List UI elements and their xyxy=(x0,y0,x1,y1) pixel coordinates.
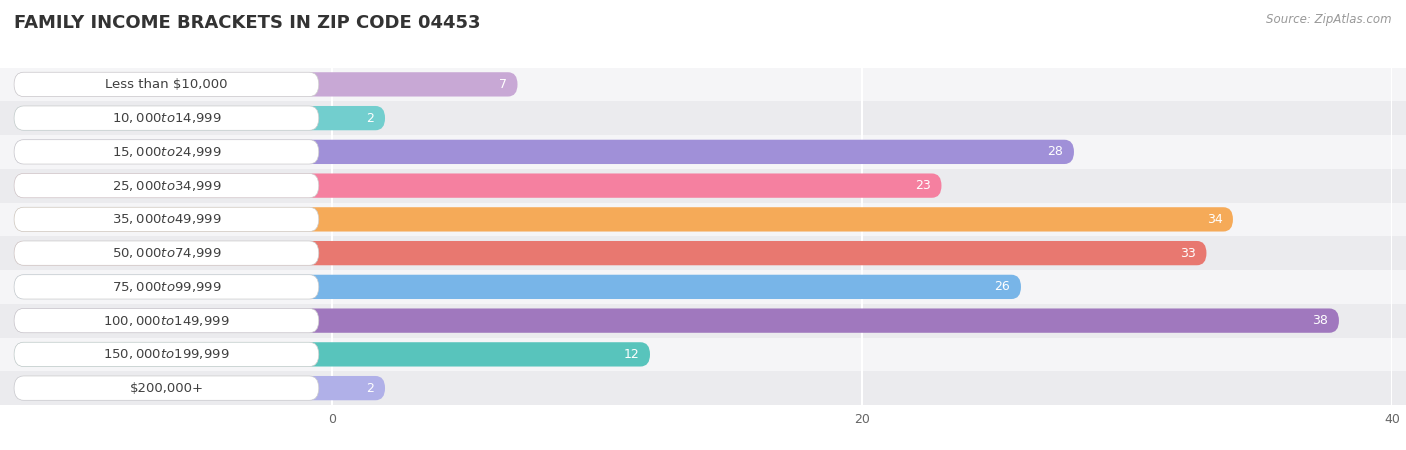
Text: FAMILY INCOME BRACKETS IN ZIP CODE 04453: FAMILY INCOME BRACKETS IN ZIP CODE 04453 xyxy=(14,14,481,32)
FancyBboxPatch shape xyxy=(14,274,319,299)
FancyBboxPatch shape xyxy=(14,72,517,96)
FancyBboxPatch shape xyxy=(14,274,1021,299)
FancyBboxPatch shape xyxy=(14,309,1339,333)
Text: 28: 28 xyxy=(1047,145,1063,158)
FancyBboxPatch shape xyxy=(0,202,1406,236)
FancyBboxPatch shape xyxy=(14,207,319,231)
FancyBboxPatch shape xyxy=(0,304,1406,338)
Text: $10,000 to $14,999: $10,000 to $14,999 xyxy=(111,111,221,125)
Text: $25,000 to $34,999: $25,000 to $34,999 xyxy=(111,179,221,193)
Text: 38: 38 xyxy=(1312,314,1329,327)
FancyBboxPatch shape xyxy=(0,101,1406,135)
Text: 34: 34 xyxy=(1206,213,1222,226)
Text: $150,000 to $199,999: $150,000 to $199,999 xyxy=(103,347,229,361)
Text: 2: 2 xyxy=(367,382,374,395)
FancyBboxPatch shape xyxy=(14,309,319,333)
FancyBboxPatch shape xyxy=(14,174,319,198)
Text: 7: 7 xyxy=(499,78,508,91)
FancyBboxPatch shape xyxy=(0,338,1406,371)
FancyBboxPatch shape xyxy=(14,140,319,164)
FancyBboxPatch shape xyxy=(14,72,319,96)
Text: 26: 26 xyxy=(994,280,1011,293)
FancyBboxPatch shape xyxy=(14,140,1074,164)
Text: Less than $10,000: Less than $10,000 xyxy=(105,78,228,91)
FancyBboxPatch shape xyxy=(14,106,385,130)
Text: Source: ZipAtlas.com: Source: ZipAtlas.com xyxy=(1267,14,1392,27)
FancyBboxPatch shape xyxy=(0,270,1406,304)
Text: 23: 23 xyxy=(915,179,931,192)
FancyBboxPatch shape xyxy=(14,376,319,400)
FancyBboxPatch shape xyxy=(0,68,1406,101)
FancyBboxPatch shape xyxy=(14,207,1233,231)
FancyBboxPatch shape xyxy=(14,106,319,130)
FancyBboxPatch shape xyxy=(0,371,1406,405)
FancyBboxPatch shape xyxy=(14,342,319,366)
FancyBboxPatch shape xyxy=(0,135,1406,169)
FancyBboxPatch shape xyxy=(0,169,1406,202)
FancyBboxPatch shape xyxy=(14,241,1206,266)
Text: $200,000+: $200,000+ xyxy=(129,382,204,395)
FancyBboxPatch shape xyxy=(14,174,942,198)
FancyBboxPatch shape xyxy=(0,236,1406,270)
Text: $35,000 to $49,999: $35,000 to $49,999 xyxy=(111,212,221,226)
Text: $15,000 to $24,999: $15,000 to $24,999 xyxy=(111,145,221,159)
Text: $75,000 to $99,999: $75,000 to $99,999 xyxy=(111,280,221,294)
Text: 2: 2 xyxy=(367,112,374,125)
Text: $100,000 to $149,999: $100,000 to $149,999 xyxy=(103,314,229,328)
FancyBboxPatch shape xyxy=(14,241,319,266)
FancyBboxPatch shape xyxy=(14,342,650,366)
Text: 33: 33 xyxy=(1180,247,1197,260)
FancyBboxPatch shape xyxy=(14,376,385,400)
Text: $50,000 to $74,999: $50,000 to $74,999 xyxy=(111,246,221,260)
Text: 12: 12 xyxy=(624,348,640,361)
